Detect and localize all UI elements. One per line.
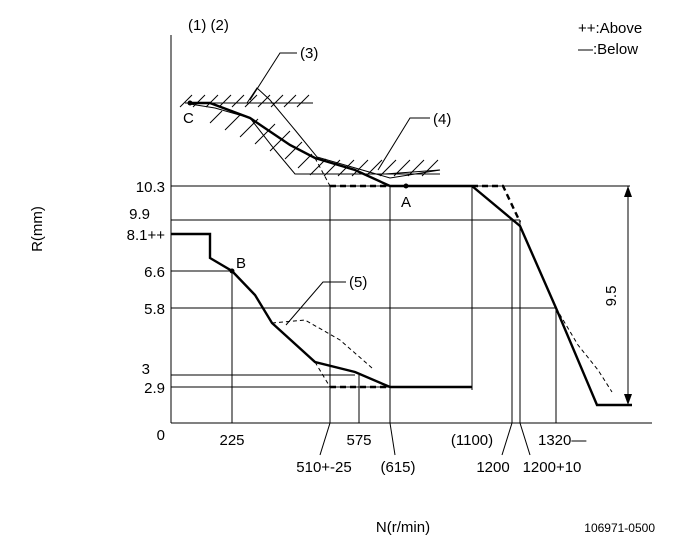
stop-lower-outline [189,103,441,175]
callout-3: (3) [300,45,318,62]
x-tick-575: 575 [346,432,371,449]
figure-id: 106971-0500 [584,521,655,535]
callout-4: (4) [433,111,451,128]
right-dashed-curve [555,307,613,393]
dim-arrow-bottom [624,394,632,405]
y-tick-2-9: 2.9 [144,380,165,397]
upper-dashed-right [472,184,522,223]
point-a-label: A [401,194,411,211]
point-a-marker [403,183,409,189]
point-b-label: B [236,255,246,272]
x-tick-615: (615) [380,459,415,476]
y-tick-10-3: 10.3 [136,179,165,196]
y-tick-8-1: 8.1++ [127,227,166,244]
callout-1-2: (1) (2) [188,17,229,34]
legend-below: —:Below [578,41,638,58]
x-tick-1200b: 1200+10 [523,459,582,476]
x-tick-1100: (1100) [451,432,493,449]
x-leader-510 [319,422,331,456]
upper-curve [190,101,472,188]
point-c-marker [187,100,193,106]
leader-5 [285,281,346,326]
lower-dashed-above [271,319,373,369]
y-tick-3: 3 [142,361,150,378]
callout-5: (5) [349,274,367,291]
x-leader-615 [389,422,396,456]
y-tick-9-9: 9.9 [129,206,150,223]
legend-above: ++:Above [578,20,642,37]
lower-dashed-to-510 [314,361,331,388]
y-tick-0: 0 [157,427,165,444]
x-tick-1320: 1320— [538,432,586,449]
dim-arrow-top [624,186,632,197]
point-c-label: C [183,110,194,127]
y-axis-title: R(mm) [29,206,46,252]
leader-4 [377,117,430,171]
x-leader-1200b [519,422,531,456]
x-tick-1200: 1200 [476,459,509,476]
x-tick-225: 225 [219,432,244,449]
x-leader-1200 [501,422,513,456]
stop-outline [185,87,441,179]
lower-curve [171,232,472,389]
x-axis-title: N(r/min) [376,519,430,536]
dim-9-5-label: 9.5 [603,286,620,307]
x-tick-510: 510+-25 [296,459,351,476]
y-tick-6-6: 6.6 [144,264,165,281]
y-tick-5-8: 5.8 [144,301,165,318]
upper-dashed-to-510 [314,157,331,187]
leader-3 [249,52,297,101]
point-b-marker [229,268,235,274]
